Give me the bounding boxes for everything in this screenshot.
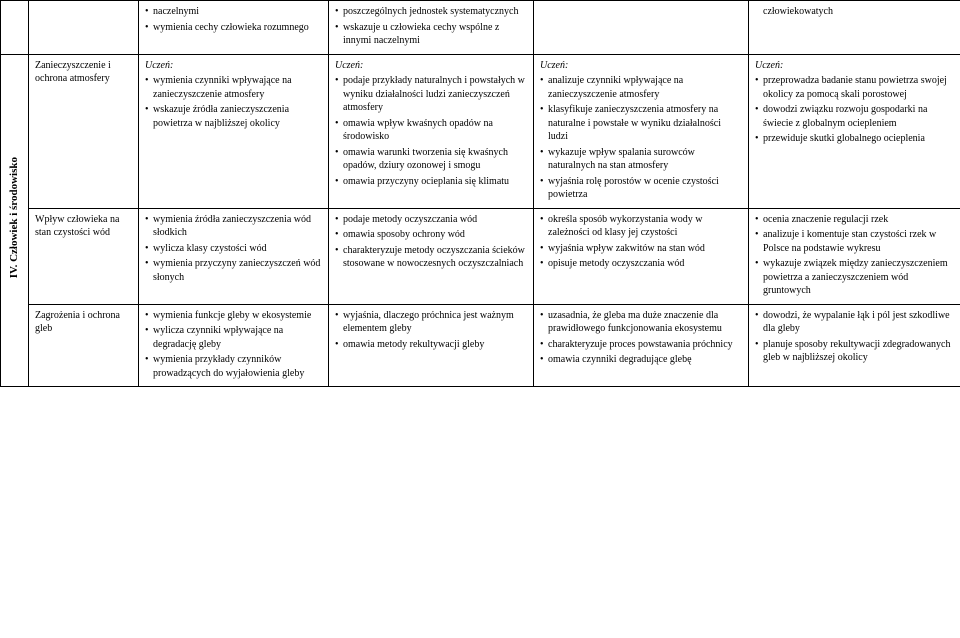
prev-col4 [534,1,749,55]
wat-c2: wymienia źródła zanieczyszczenia wód sło… [139,208,329,304]
wat-c2-0: wymienia źródła zanieczyszczenia wód sło… [145,213,322,240]
topic-water: Wpływ człowieka na stan czystości wód [29,208,139,304]
row-prev-fragment: naczelnymi wymienia cechy człowieka rozu… [1,1,960,55]
soil-c3-1: omawia metody rekultywacji gleby [335,338,527,352]
atm-c4: Uczeń: analizuje czynniki wpływające na … [534,54,749,208]
prev-c3-1: wskazuje u człowieka cechy wspólne z inn… [335,21,527,48]
atm-c4-2: wykazuje wpływ spalania surowców natural… [540,146,742,173]
soil-c3-0: wyjaśnia, dlaczego próchnica jest ważnym… [335,309,527,336]
row-atmosphere: IV. Człowiek i środowisko Zanieczyszczen… [1,54,960,208]
prev-col5: człowiekowatych [749,1,960,55]
wat-c2-1: wylicza klasy czystości wód [145,242,322,256]
soil-c5-1: planuje sposoby rekultywacji zdegradowan… [755,338,954,365]
atm-c5-0: przeprowadza badanie stanu powietrza swo… [755,74,954,101]
wat-c5-1: analizuje i komentuje stan czystości rze… [755,228,954,255]
wat-c5: ocenia znaczenie regulacji rzek analizuj… [749,208,960,304]
section-label: IV. Człowiek i środowisko [7,157,22,278]
atm-c3-0: podaje przykłady naturalnych i powstałyc… [335,74,527,115]
wat-c3-1: omawia sposoby ochrony wód [335,228,527,242]
uczen-label: Uczeń: [145,59,322,73]
atm-c5-1: dowodzi związku rozwoju gospodarki na św… [755,103,954,130]
prev-col2: naczelnymi wymienia cechy człowieka rozu… [139,1,329,55]
section-label-cell: IV. Człowiek i środowisko [1,54,29,387]
soil-c4: uzasadnia, że gleba ma duże znaczenie dl… [534,304,749,387]
soil-c5-0: dowodzi, że wypalanie łąk i pól jest szk… [755,309,954,336]
wat-c3-0: podaje metody oczyszczania wód [335,213,527,227]
wat-c5-2: wykazuje związek między zanieczyszczenie… [755,257,954,298]
prev-col1 [29,1,139,55]
wat-c2-2: wymienia przyczyny zanieczyszczeń wód sł… [145,257,322,284]
soil-c4-0: uzasadnia, że gleba ma duże znaczenie dl… [540,309,742,336]
curriculum-table: naczelnymi wymienia cechy człowieka rozu… [0,0,960,387]
wat-c4: określa sposób wykorzystania wody w zale… [534,208,749,304]
topic-soil: Zagrożenia i ochrona gleb [29,304,139,387]
prev-c3-0: poszczególnych jednostek systematycznych [335,5,527,19]
soil-c3: wyjaśnia, dlaczego próchnica jest ważnym… [329,304,534,387]
soil-c2-1: wylicza czynniki wpływające na degradacj… [145,324,322,351]
atm-c2-0: wymienia czynniki wpływające na zanieczy… [145,74,322,101]
soil-c4-2: omawia czynniki degradujące glebę [540,353,742,367]
atm-c2: Uczeń: wymienia czynniki wpływające na z… [139,54,329,208]
soil-c2-0: wymienia funkcje gleby w ekosystemie [145,309,322,323]
wat-c4-1: wyjaśnia wpływ zakwitów na stan wód [540,242,742,256]
prev-c5-0: człowiekowatych [755,5,954,19]
atm-c4-0: analizuje czynniki wpływające na zaniecz… [540,74,742,101]
wat-c4-0: określa sposób wykorzystania wody w zale… [540,213,742,240]
prev-col3: poszczególnych jednostek systematycznych… [329,1,534,55]
soil-c4-1: charakteryzuje proces powstawania próchn… [540,338,742,352]
atm-c3-1: omawia wpływ kwaśnych opadów na środowis… [335,117,527,144]
wat-c3-2: charakteryzuje metody oczyszczania ściek… [335,244,527,271]
atm-c3-3: omawia przyczyny ocieplania się klimatu [335,175,527,189]
prev-col0 [1,1,29,55]
atm-c3: Uczeń: podaje przykłady naturalnych i po… [329,54,534,208]
atm-c2-1: wskazuje źródła zanieczyszczenia powietr… [145,103,322,130]
wat-c3: podaje metody oczyszczania wód omawia sp… [329,208,534,304]
uczen-label: Uczeń: [540,59,742,73]
row-water: Wpływ człowieka na stan czystości wód wy… [1,208,960,304]
atm-c5-2: przewiduje skutki globalnego ocieplenia [755,132,954,146]
atm-c4-1: klasyfikuje zanieczyszczenia atmosfery n… [540,103,742,144]
atm-c3-2: omawia warunki tworzenia się kwaśnych op… [335,146,527,173]
wat-c4-2: opisuje metody oczyszczania wód [540,257,742,271]
topic-atmosphere: Zanieczyszczenie i ochrona atmosfery [29,54,139,208]
atm-c5: Uczeń: przeprowadza badanie stanu powiet… [749,54,960,208]
uczen-label: Uczeń: [335,59,527,73]
wat-c5-0: ocenia znaczenie regulacji rzek [755,213,954,227]
prev-c2-1: wymienia cechy człowieka rozumnego [145,21,322,35]
soil-c5: dowodzi, że wypalanie łąk i pól jest szk… [749,304,960,387]
prev-c2-0: naczelnymi [145,5,322,19]
row-soil: Zagrożenia i ochrona gleb wymienia funkc… [1,304,960,387]
soil-c2-2: wymienia przykłady czynników prowadzącyc… [145,353,322,380]
soil-c2: wymienia funkcje gleby w ekosystemie wyl… [139,304,329,387]
atm-c4-3: wyjaśnia rolę porostów w ocenie czystośc… [540,175,742,202]
uczen-label: Uczeń: [755,59,954,73]
